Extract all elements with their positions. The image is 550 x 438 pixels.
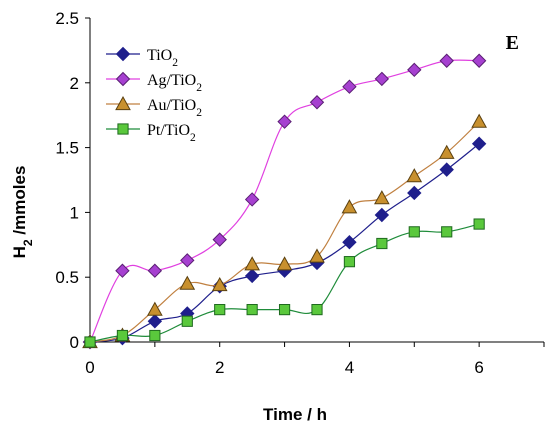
x-tick-label: 6 (474, 358, 483, 377)
legend-marker (115, 95, 131, 111)
data-point (181, 315, 193, 327)
data-point (147, 314, 163, 329)
series-layer (82, 53, 487, 350)
legend-item: Au/TiO2 (106, 95, 202, 119)
legend-label: Au/TiO2 (147, 97, 202, 119)
data-point (407, 185, 422, 201)
legend-label: TiO2 (147, 47, 178, 69)
data-point (179, 275, 196, 290)
data-point (276, 256, 293, 271)
legend-marker (115, 71, 131, 87)
data-point (374, 190, 390, 205)
y-tick-label: 1.5 (55, 139, 79, 158)
y-tick-label: 2 (70, 74, 79, 93)
data-point (343, 256, 356, 268)
y-tick-label: 1 (70, 203, 79, 222)
data-point (376, 237, 388, 250)
data-point (147, 263, 163, 278)
data-point (473, 218, 485, 230)
data-point (244, 256, 260, 271)
data-point (214, 304, 226, 316)
x-axis-title: Time / h (263, 405, 327, 424)
legend: TiO2 Ag/TiO2 Au/TiO2 Pt/TiO2 (106, 46, 202, 144)
data-point (84, 336, 96, 348)
legend-item: Pt/TiO2 (106, 122, 196, 144)
series-pt-tio2 (84, 218, 485, 348)
data-point (471, 113, 487, 128)
x-tick-label: 4 (345, 358, 354, 377)
data-point (374, 207, 390, 223)
legend-marker (117, 123, 129, 135)
data-point (438, 144, 455, 159)
y-tick-label: 2.5 (55, 9, 79, 28)
data-point (342, 235, 357, 250)
data-point (439, 53, 454, 68)
x-tick-label: 0 (85, 358, 94, 377)
data-point (311, 304, 323, 316)
legend-label: Ag/TiO2 (147, 72, 202, 94)
data-point (244, 192, 260, 207)
data-point (244, 268, 260, 284)
data-point (439, 162, 454, 177)
legend-item: Ag/TiO2 (106, 71, 202, 94)
y-tick-label: 0 (70, 333, 79, 352)
data-point (180, 253, 195, 268)
axes: 0 0.5 1 1.5 2 2.5 0 2 4 6 (55, 9, 545, 377)
data-point (309, 248, 325, 263)
data-point (341, 199, 358, 214)
data-point (277, 114, 292, 129)
x-tick-label: 2 (215, 358, 224, 377)
data-point (278, 304, 291, 316)
data-point (246, 304, 258, 316)
data-point (116, 329, 129, 342)
data-point (471, 53, 487, 68)
data-point (309, 95, 325, 110)
series-ag-tio2 (82, 53, 487, 350)
data-point (408, 226, 420, 238)
data-point (407, 62, 422, 78)
data-point (374, 71, 390, 87)
data-point (471, 136, 487, 151)
legend-item: TiO2 (106, 46, 178, 69)
data-point (212, 232, 227, 247)
data-point (147, 301, 163, 316)
y-axis-title: H2 /mmoles (10, 166, 35, 259)
data-point (211, 276, 228, 292)
legend-marker (115, 46, 131, 62)
legend-label: Pt/TiO2 (147, 122, 196, 144)
panel-label: E (506, 32, 519, 54)
data-point (441, 226, 453, 238)
y-tick-label: 0.5 (55, 268, 79, 287)
data-point (342, 79, 357, 94)
data-point (115, 263, 130, 278)
data-point (149, 329, 161, 342)
data-point (406, 168, 423, 183)
